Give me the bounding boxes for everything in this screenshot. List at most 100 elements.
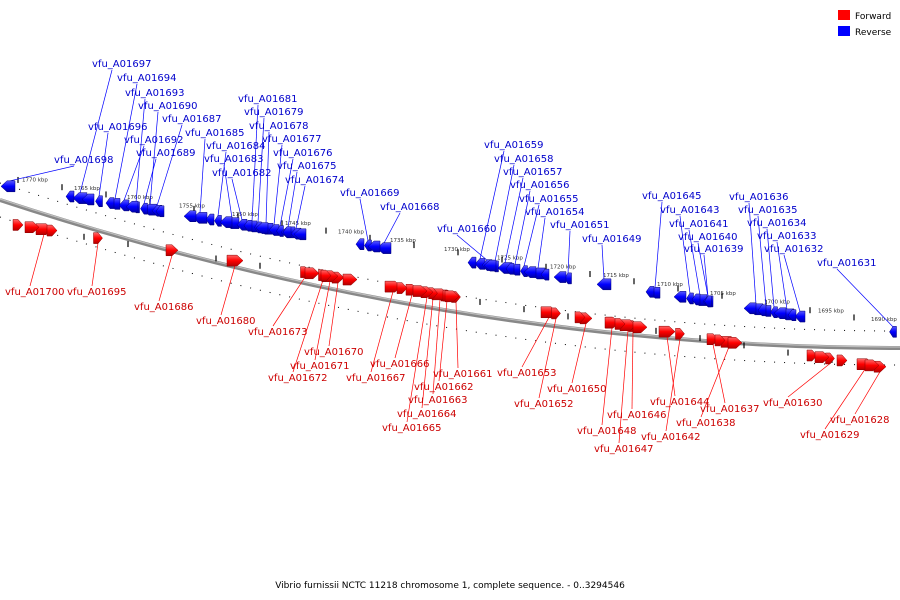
reverse-leader-line	[199, 138, 206, 213]
reverse-leader-line	[456, 234, 488, 261]
forward-gene-label: vfu_A01672	[268, 373, 327, 384]
forward-gene-label: vfu_A01628	[830, 415, 889, 426]
reverse-gene-arrow	[757, 304, 767, 317]
reverse-gene-label: vfu_A01645	[642, 191, 701, 202]
reverse-leader-line	[703, 254, 709, 297]
sequence-caption: Vibrio furnissii NCTC 11218 chromosome 1…	[275, 581, 625, 591]
reverse-gene-label: vfu_A01654	[525, 207, 584, 218]
reverse-leader-line	[359, 198, 369, 241]
forward-gene-label: vfu_A01664	[397, 409, 456, 420]
reverse-gene-arrow	[65, 190, 75, 203]
reverse-gene-arrow	[483, 259, 497, 272]
reverse-leader-line	[149, 111, 159, 205]
forward-leader-line	[854, 371, 881, 415]
forward-gene-label: vfu_A01667	[346, 373, 405, 384]
forward-leader-line	[438, 300, 448, 382]
reverse-gene-label: vfu_A01651	[550, 220, 609, 231]
reverse-gene-arrow	[367, 240, 381, 253]
forward-gene-label: vfu_A01661	[433, 369, 492, 380]
reverse-gene-label: vfu_A01679	[244, 107, 303, 118]
reverse-gene-arrow	[553, 271, 567, 283]
reverse-gene-label: vfu_A01641	[669, 219, 728, 230]
forward-leader-line	[666, 336, 676, 397]
forward-gene-arrow	[304, 267, 320, 280]
reverse-gene-label: vfu_A01697	[92, 59, 151, 70]
reverse-leader-line	[383, 212, 401, 244]
reverse-gene-label: vfu_A01659	[484, 140, 543, 151]
forward-leader-line	[631, 331, 634, 410]
reverse-leader-line	[257, 117, 265, 223]
reverse-gene-arrow	[787, 309, 797, 321]
reverse-gene-label: vfu_A01674	[285, 175, 344, 186]
reverse-gene-label: vfu_A01687	[162, 114, 221, 125]
reverse-gene-label: vfu_A01694	[117, 73, 176, 84]
scale-tick-label: 1740 kbp	[338, 230, 364, 236]
forward-gene-arrow	[574, 311, 586, 324]
forward-gene-arrow	[836, 354, 848, 367]
reverse-gene-label: vfu_A01649	[582, 234, 641, 245]
reverse-gene-arrow	[0, 180, 16, 193]
forward-gene-label: vfu_A01650	[547, 384, 606, 395]
reverse-gene-label: vfu_A01669	[340, 188, 399, 199]
reverse-gene-label: vfu_A01690	[138, 101, 197, 112]
chromosome-backbone-highlight	[0, 198, 900, 348]
reverse-leader-line	[776, 241, 788, 310]
scale-tick-label: 1760 kbp	[127, 195, 153, 201]
reverse-gene-label: vfu_A01696	[88, 122, 147, 133]
legend: Forward Reverse	[838, 10, 892, 38]
forward-leader-line	[421, 298, 434, 409]
reverse-gene-arrow	[691, 293, 701, 306]
forward-gene-arrow	[165, 244, 179, 257]
gene-layer	[0, 180, 897, 373]
leader-layer	[7, 69, 894, 444]
reverse-leader-line	[748, 202, 757, 305]
forward-leader-line	[618, 330, 629, 444]
reverse-gene-arrow	[155, 205, 165, 218]
reverse-gene-arrow	[81, 193, 95, 206]
reverse-gene-label: vfu_A01643	[660, 205, 719, 216]
forward-leader-line	[787, 363, 831, 398]
forward-leader-line	[394, 294, 413, 359]
forward-swatch	[838, 10, 850, 20]
reverse-leader-line	[114, 83, 138, 199]
reverse-gene-arrow	[214, 215, 222, 227]
reverse-gene-label: vfu_A01657	[503, 167, 562, 178]
forward-gene-arrow	[24, 221, 40, 234]
reverse-gene-label: vfu_A01633	[757, 231, 816, 242]
forward-leader-line	[521, 317, 550, 368]
reverse-leader-line	[514, 190, 531, 265]
legend-forward-label: Forward	[855, 12, 891, 22]
reverse-gene-arrow	[673, 291, 687, 303]
forward-gene-label: vfu_A01686	[134, 302, 193, 313]
reverse-gene-arrow	[704, 295, 712, 308]
forward-gene-label: vfu_A01648	[577, 426, 636, 437]
reverse-leader-line	[654, 201, 663, 288]
forward-gene-label: vfu_A01646	[607, 410, 666, 421]
reverse-gene-label: vfu_A01660	[437, 224, 496, 235]
reverse-gene-arrow	[95, 195, 103, 208]
reverse-gene-label: vfu_A01658	[494, 154, 553, 165]
forward-leader-line	[292, 280, 324, 373]
forward-gene-label: vfu_A01671	[290, 361, 349, 372]
reverse-leader-line	[523, 204, 540, 267]
reverse-leader-line	[217, 151, 227, 216]
reverse-leader-line	[7, 165, 75, 182]
forward-gene-arrow	[632, 321, 648, 333]
reverse-leader-line	[697, 242, 709, 297]
reverse-leader-line	[757, 215, 767, 306]
reverse-gene-arrow	[140, 202, 148, 215]
reverse-leader-line	[279, 158, 294, 227]
scale-tick-label: 1725 kbp	[497, 256, 523, 262]
reverse-leader-line	[679, 215, 691, 294]
reverse-gene-label: vfu_A01693	[125, 88, 184, 99]
legend-reverse-label: Reverse	[855, 28, 892, 38]
forward-gene-arrow	[93, 232, 103, 244]
forward-leader-line	[29, 234, 45, 287]
reverse-gene-arrow	[255, 222, 269, 234]
reverse-leader-line	[836, 268, 894, 328]
reverse-gene-arrow	[219, 216, 233, 228]
reverse-gene-label: vfu_A01675	[277, 161, 336, 172]
reverse-gene-arrow	[467, 256, 477, 269]
reverse-gene-arrow	[243, 220, 253, 232]
